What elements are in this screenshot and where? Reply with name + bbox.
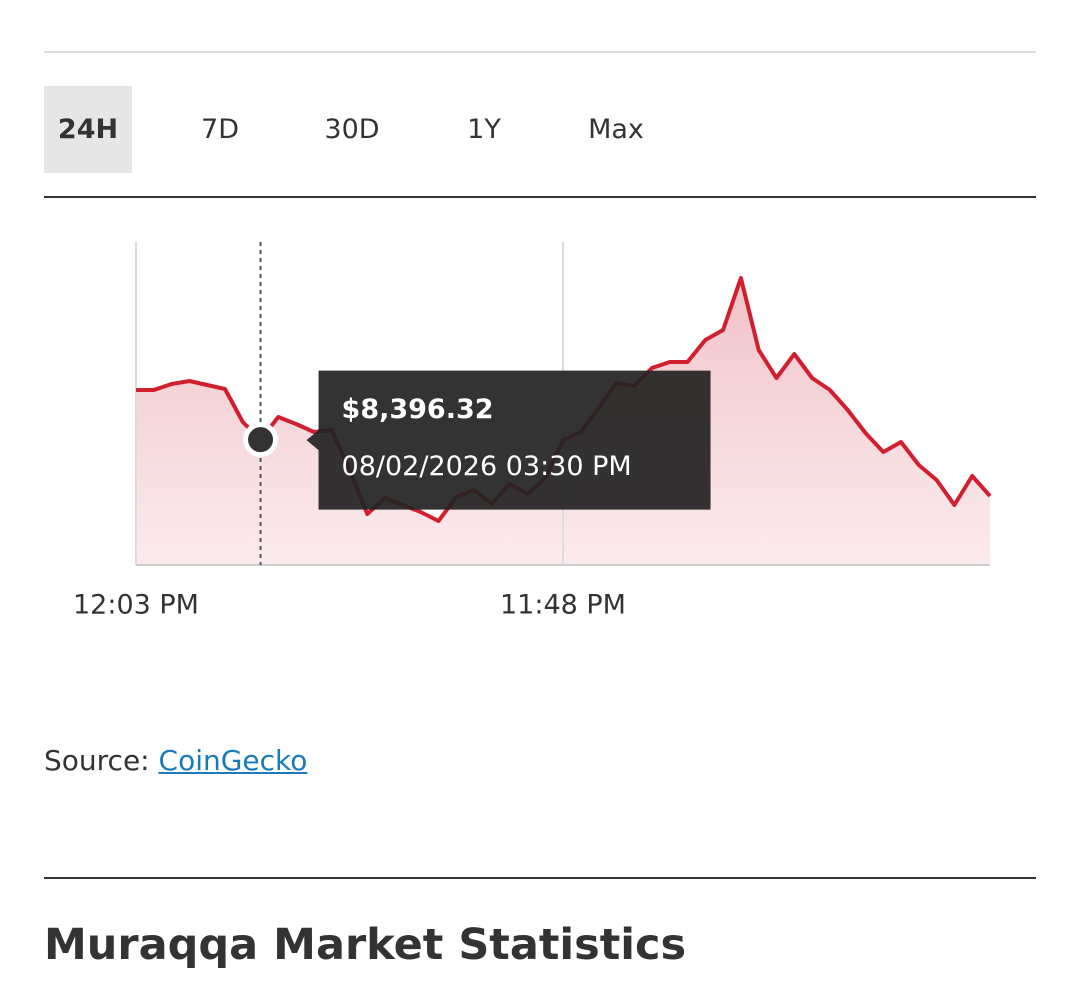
tooltip-value: $8,396.32 <box>342 394 494 425</box>
tooltip-date: 08/02/2026 03:30 PM <box>342 451 632 482</box>
tab[interactable]: Max <box>588 114 644 145</box>
x-tick-label: 12:03 PM <box>73 590 199 621</box>
tab[interactable]: 30D <box>324 114 380 145</box>
chart: 12:03 PM 11:48 PM $8,396.32 08/02/2026 03:3… <box>73 242 992 621</box>
divider <box>44 877 1036 879</box>
tab[interactable]: 7D <box>201 114 239 145</box>
tab[interactable]: 24H <box>44 86 132 173</box>
tooltip-box <box>306 370 711 510</box>
section-title: Muraqqa Market Statistics <box>44 920 687 970</box>
source-link[interactable]: CoinGecko <box>158 744 308 777</box>
source: Source: CoinGecko <box>44 744 307 777</box>
divider <box>44 51 1036 53</box>
x-tick-label: 11:48 PM <box>500 590 626 621</box>
divider <box>44 196 1036 198</box>
hover-point <box>243 422 279 458</box>
source-label: Source: <box>44 744 150 777</box>
tab[interactable]: 1Y <box>467 114 501 145</box>
